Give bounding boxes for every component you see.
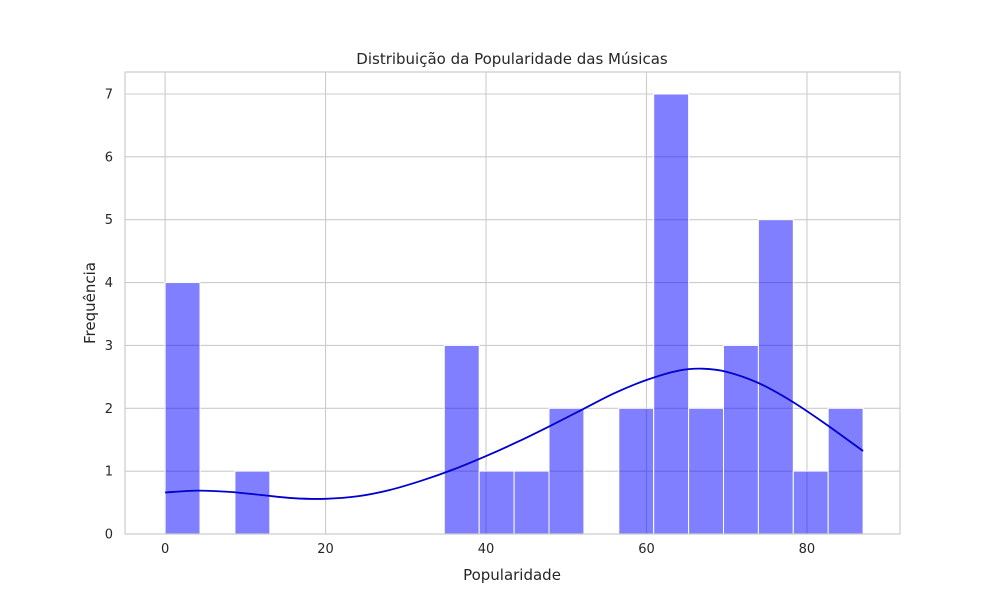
y-tick-label-1: 1: [105, 465, 113, 480]
x-tick-label-3: 60: [638, 542, 655, 557]
histogram-bar-2: [234, 470, 271, 535]
histogram-bar-8: [443, 344, 480, 535]
histogram-bar-19: [827, 407, 864, 535]
histogram-bar-17: [757, 219, 794, 535]
histogram-bar-16: [722, 344, 759, 535]
y-tick-label-5: 5: [105, 213, 113, 228]
bars-layer: [164, 93, 864, 535]
histogram-bar-18: [792, 470, 829, 535]
x-tick-labels: 0 20 40 60 80: [161, 542, 815, 557]
histogram-bar-15: [688, 407, 724, 535]
x-tick-label-2: 40: [478, 542, 495, 557]
histogram-bar-10: [513, 470, 550, 535]
plot-frame: [124, 71, 901, 535]
histogram-bar-0: [164, 282, 201, 535]
histogram-bar-13: [618, 407, 655, 535]
kde-curve: [165, 367, 864, 500]
histogram-bar-9: [478, 470, 515, 535]
y-tick-label-6: 6: [105, 150, 113, 165]
y-tick-label-7: 7: [105, 88, 113, 103]
y-axis-label: Frequência: [81, 262, 99, 344]
x-tick-label-1: 20: [317, 542, 334, 557]
x-tick-label-0: 0: [161, 542, 169, 557]
histogram-bar-11: [548, 407, 585, 535]
y-tick-label-0: 0: [105, 528, 113, 543]
y-tick-labels: 0 1 2 3 4 5 6 7: [105, 88, 113, 543]
chart-title: Distribuição da Popularidade das Músicas: [356, 50, 668, 68]
x-axis-label: Popularidade: [463, 566, 561, 584]
y-tick-label-3: 3: [105, 339, 113, 354]
y-tick-label-4: 4: [105, 276, 113, 291]
x-tick-label-4: 80: [799, 542, 816, 557]
histogram-bar-14: [653, 93, 690, 535]
y-tick-label-2: 2: [105, 402, 113, 417]
kde-layer: [165, 367, 864, 500]
